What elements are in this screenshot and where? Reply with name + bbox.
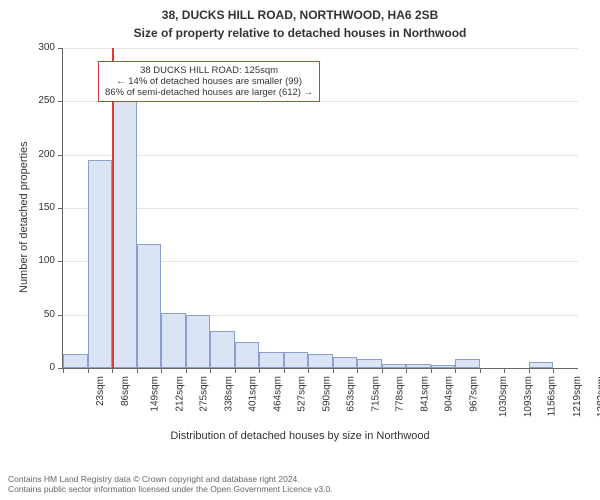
y-tick-label: 250 — [27, 95, 55, 106]
y-tick-label: 200 — [27, 149, 55, 160]
histogram-bar — [137, 244, 162, 368]
x-tick-mark — [235, 368, 236, 373]
x-tick-mark — [88, 368, 89, 373]
x-tick-label: 1093sqm — [523, 376, 534, 417]
x-tick-label: 1156sqm — [547, 376, 558, 416]
histogram-bar — [284, 352, 309, 368]
histogram-bar — [210, 331, 235, 368]
x-tick-mark — [161, 368, 162, 373]
histogram-bar — [308, 354, 333, 368]
x-tick-label: 275sqm — [199, 376, 210, 412]
x-tick-mark — [112, 368, 113, 373]
histogram-bar — [63, 354, 88, 368]
y-tick-mark — [58, 48, 63, 49]
x-tick-mark — [406, 368, 407, 373]
x-tick-mark — [210, 368, 211, 373]
y-tick-mark — [58, 261, 63, 262]
x-tick-label: 464sqm — [272, 376, 283, 412]
x-tick-label: 778sqm — [395, 376, 406, 412]
y-tick-mark — [58, 208, 63, 209]
x-tick-mark — [455, 368, 456, 373]
x-tick-label: 590sqm — [321, 376, 332, 412]
histogram-bar — [88, 160, 113, 368]
histogram-bar — [455, 359, 480, 368]
x-tick-mark — [186, 368, 187, 373]
callout-line-3: 86% of semi-detached houses are larger (… — [105, 87, 313, 98]
histogram-bar — [406, 364, 431, 368]
y-tick-label: 300 — [27, 42, 55, 53]
x-tick-label: 715sqm — [370, 376, 381, 412]
callout-box: 38 DUCKS HILL ROAD: 125sqm ← 14% of deta… — [98, 61, 320, 102]
x-tick-label: 338sqm — [223, 376, 234, 412]
y-tick-mark — [58, 101, 63, 102]
y-tick-label: 0 — [27, 362, 55, 373]
x-tick-mark — [529, 368, 530, 373]
y-tick-mark — [58, 315, 63, 316]
x-tick-label: 1219sqm — [572, 376, 583, 417]
x-tick-label: 841sqm — [419, 376, 430, 412]
chart-container: 38, DUCKS HILL ROAD, NORTHWOOD, HA6 2SB … — [0, 0, 600, 500]
histogram-bar — [357, 359, 382, 368]
histogram-bar — [259, 352, 284, 368]
x-axis-label: Distribution of detached houses by size … — [0, 430, 600, 442]
y-tick-label: 100 — [27, 255, 55, 266]
histogram-bar — [161, 313, 186, 368]
x-tick-mark — [259, 368, 260, 373]
x-tick-label: 653sqm — [346, 376, 357, 412]
x-tick-mark — [553, 368, 554, 373]
x-tick-mark — [382, 368, 383, 373]
y-tick-label: 150 — [27, 202, 55, 213]
x-tick-mark — [333, 368, 334, 373]
x-tick-label: 527sqm — [297, 376, 308, 412]
chart-title-line2: Size of property relative to detached ho… — [0, 26, 600, 40]
histogram-bar — [431, 365, 456, 368]
x-tick-mark — [137, 368, 138, 373]
histogram-bar — [382, 364, 407, 368]
callout-line-1: 38 DUCKS HILL ROAD: 125sqm — [105, 65, 313, 76]
histogram-bar — [235, 342, 260, 368]
x-tick-mark — [504, 368, 505, 373]
y-tick-mark — [58, 155, 63, 156]
gridline — [63, 48, 578, 49]
footnote-line-2: Contains public sector information licen… — [8, 484, 333, 494]
x-tick-label: 967sqm — [468, 376, 479, 412]
histogram-bar — [186, 315, 211, 368]
footnote: Contains HM Land Registry data © Crown c… — [8, 474, 333, 494]
x-tick-mark — [284, 368, 285, 373]
x-tick-label: 149sqm — [150, 376, 161, 412]
x-tick-label: 401sqm — [248, 376, 259, 412]
histogram-bar — [333, 357, 358, 368]
footnote-line-1: Contains HM Land Registry data © Crown c… — [8, 474, 333, 484]
x-tick-label: 904sqm — [444, 376, 455, 412]
x-tick-mark — [431, 368, 432, 373]
y-axis-label: Number of detached properties — [18, 141, 30, 293]
gridline — [63, 208, 578, 209]
x-tick-label: 212sqm — [174, 376, 185, 412]
histogram-bar — [112, 87, 137, 368]
gridline — [63, 155, 578, 156]
x-tick-label: 86sqm — [120, 376, 131, 406]
x-tick-mark — [357, 368, 358, 373]
x-tick-mark — [63, 368, 64, 373]
callout-line-2: ← 14% of detached houses are smaller (99… — [105, 76, 313, 87]
x-tick-label: 23sqm — [95, 376, 106, 406]
x-tick-label: 1030sqm — [499, 376, 510, 417]
chart-title-line1: 38, DUCKS HILL ROAD, NORTHWOOD, HA6 2SB — [0, 8, 600, 22]
y-tick-label: 50 — [27, 309, 55, 320]
x-tick-mark — [480, 368, 481, 373]
x-tick-label: 1282sqm — [597, 376, 600, 417]
x-tick-mark — [308, 368, 309, 373]
histogram-bar — [529, 362, 554, 368]
